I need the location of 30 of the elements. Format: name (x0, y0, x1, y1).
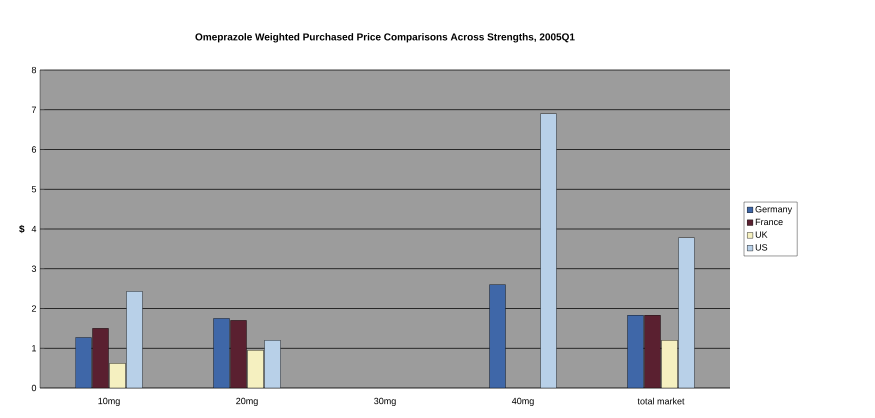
legend-label: UK (756, 232, 768, 238)
y-tick-label: 7 (32, 106, 36, 113)
bar (644, 315, 661, 388)
legend-label: Germany (756, 206, 792, 214)
y-tick-label: 4 (32, 226, 36, 232)
legend-label: France (756, 218, 783, 226)
y-tick-label: 8 (32, 66, 36, 74)
bar (248, 350, 264, 388)
bar (661, 340, 678, 388)
y-tick-label: 1 (32, 345, 36, 352)
y-tick-label: 6 (32, 146, 36, 153)
x-tick-label: 40mg (512, 398, 534, 406)
y-tick-label: 3 (32, 266, 36, 272)
y-tick-label: 5 (32, 186, 36, 192)
bar (92, 328, 108, 388)
bar (264, 340, 280, 388)
bar (540, 114, 557, 388)
bar (230, 320, 247, 388)
x-tick-label: total market (638, 398, 684, 404)
bar (110, 363, 126, 388)
x-tick-label: 10mg (98, 398, 120, 406)
x-tick-label: 20mg (236, 398, 258, 406)
bar (126, 291, 143, 388)
y-tick-label: 2 (32, 305, 36, 312)
bar (678, 238, 695, 388)
y-tick-label: 0 (32, 384, 36, 392)
legend-label: US (756, 244, 768, 251)
chart-title: Omeprazole Weighted Purchased Price Comparisons Across Strengths, 2005Q1 (195, 33, 575, 42)
x-tick-label: 30mg (374, 398, 396, 406)
y-axis-title: $ (19, 224, 24, 234)
